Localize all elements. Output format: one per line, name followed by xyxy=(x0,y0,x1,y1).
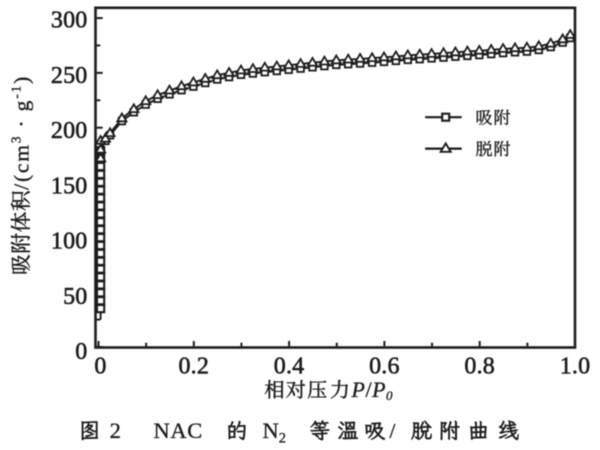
svg-text:0: 0 xyxy=(94,354,106,380)
svg-text:1.0: 1.0 xyxy=(560,354,591,380)
svg-text:200: 200 xyxy=(51,118,88,144)
svg-text:/(cm3 · g-1): /(cm3 · g-1) xyxy=(8,75,33,190)
svg-text:0.8: 0.8 xyxy=(464,354,495,380)
svg-text:300: 300 xyxy=(51,8,88,34)
svg-text:0.6: 0.6 xyxy=(369,354,400,380)
svg-text:250: 250 xyxy=(51,63,88,89)
svg-text:2: 2 xyxy=(110,418,121,443)
svg-text:/: / xyxy=(390,419,396,443)
svg-text:50: 50 xyxy=(63,284,87,310)
svg-text:0: 0 xyxy=(75,339,87,365)
svg-text:0.4: 0.4 xyxy=(274,354,305,380)
svg-text:NAC: NAC xyxy=(154,418,203,443)
svg-text:100: 100 xyxy=(51,229,88,255)
svg-text:0.2: 0.2 xyxy=(178,354,209,380)
svg-text:150: 150 xyxy=(51,173,88,199)
svg-text:P/P0: P/P0 xyxy=(351,377,394,403)
